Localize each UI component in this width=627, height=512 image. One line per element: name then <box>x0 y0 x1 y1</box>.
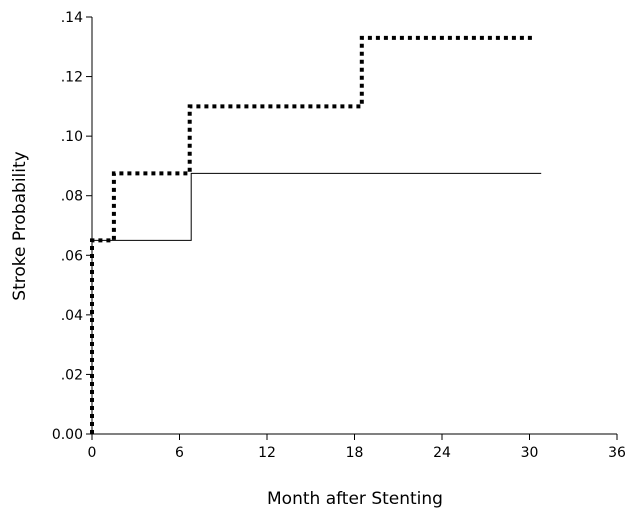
y-tick-label: .14 <box>61 10 83 26</box>
y-tick-label: .12 <box>61 70 83 86</box>
y-tick-label: .06 <box>61 248 83 264</box>
y-tick-label: 0.00 <box>52 427 83 443</box>
y-tick-label: .10 <box>61 129 83 145</box>
x-tick-label: 18 <box>346 445 364 461</box>
y-tick-label: .08 <box>61 189 83 205</box>
x-tick-label: 24 <box>433 445 451 461</box>
x-axis-title: Month after Stenting <box>267 489 443 509</box>
axes <box>91 17 617 435</box>
x-tick-label: 12 <box>258 445 276 461</box>
series-group <box>90 35 542 434</box>
x-tick-label: 0 <box>88 445 97 461</box>
x-tick-label: 36 <box>608 445 626 461</box>
tick-marks: 0 6 12 18 24 30 36 0.00 .02 .04 .06 .08 .10 .12 .14 <box>52 10 626 461</box>
x-tick-label: 30 <box>521 445 539 461</box>
y-tick-label: .02 <box>61 367 83 383</box>
x-tick-label: 6 <box>175 445 184 461</box>
series-line-dotted <box>90 35 533 434</box>
series-line-solid <box>91 172 542 434</box>
y-tick-label: .04 <box>61 308 83 324</box>
y-axis-title: Stroke Probability <box>10 151 30 300</box>
